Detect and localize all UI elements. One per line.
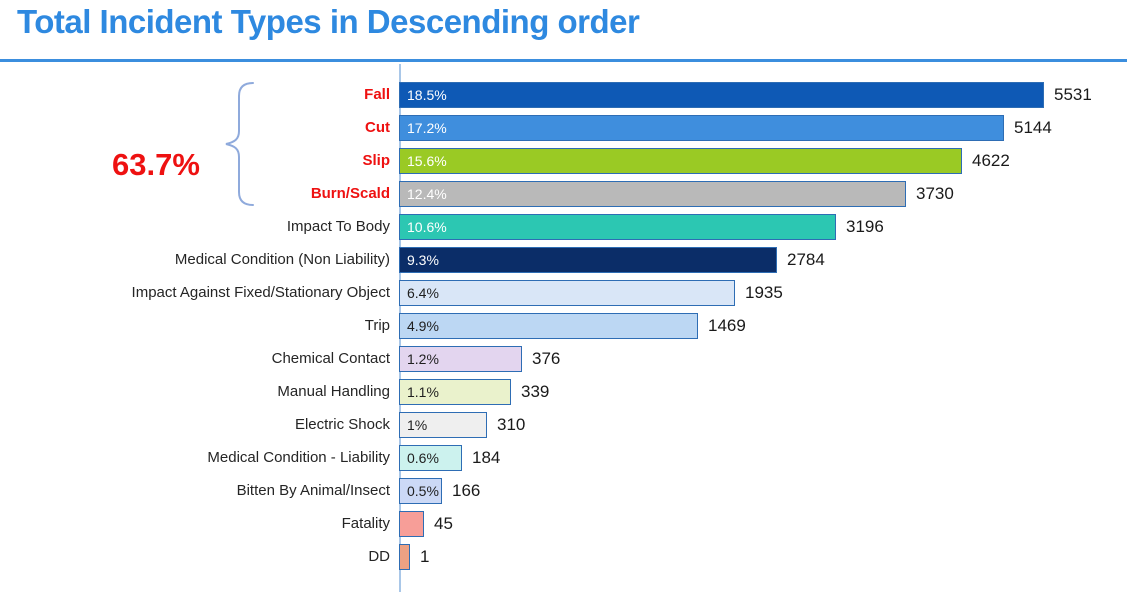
- category-label: Cut: [365, 119, 390, 136]
- chart-row: DD 1: [0, 544, 1127, 570]
- category-label: Impact Against Fixed/Stationary Object: [131, 284, 390, 301]
- bar-burn-scald[interactable]: 12.4%: [399, 181, 906, 207]
- pct-label: 12.4%: [407, 186, 447, 202]
- pct-label: 6.4%: [407, 285, 439, 301]
- value-label: 5144: [1014, 118, 1052, 137]
- chart-row: Medical Condition (Non Liability) 9.3% 278…: [0, 247, 1127, 273]
- value-label: 1469: [708, 316, 746, 335]
- bar-bitten-by-animal-insect[interactable]: 0.5%: [399, 478, 442, 504]
- category-label: Chemical Contact: [271, 350, 390, 367]
- category-label: Impact To Body: [286, 218, 390, 235]
- bar-fatality[interactable]: [399, 511, 424, 537]
- chart-row: Impact Against Fixed/Stationary Object 6.…: [0, 280, 1127, 306]
- category-label: Medical Condition - Liability: [207, 449, 390, 466]
- pct-label: 4.9%: [407, 318, 439, 334]
- chart-row: Impact To Body 10.6% 3196: [0, 214, 1127, 240]
- bar-electric-shock[interactable]: 1%: [399, 412, 487, 438]
- category-label: DD: [368, 548, 390, 565]
- bar-impact-to-body[interactable]: 10.6%: [399, 214, 836, 240]
- bar-fall[interactable]: 18.5%: [399, 82, 1044, 108]
- title-underline: [0, 59, 1127, 62]
- value-label: 5531: [1054, 85, 1092, 104]
- chart-row: Medical Condition - Liability 0.6% 184: [0, 445, 1127, 471]
- bar-dd[interactable]: [399, 544, 410, 570]
- value-label: 3730: [916, 184, 954, 203]
- category-label: Medical Condition (Non Liability): [174, 251, 390, 268]
- value-label: 3196: [846, 217, 884, 236]
- category-label: Electric Shock: [294, 416, 390, 433]
- top4-share-label: 63.7%: [112, 147, 200, 182]
- pct-label: 0.6%: [407, 450, 439, 466]
- pct-label: 9.3%: [407, 252, 439, 268]
- chart-row: Bitten By Animal/Insect 0.5% 166: [0, 478, 1127, 504]
- bar-slip[interactable]: 15.6%: [399, 148, 962, 174]
- value-label: 339: [521, 382, 550, 401]
- chart-row: Fall 18.5% 5531: [0, 82, 1127, 108]
- value-label: 1: [420, 547, 430, 566]
- chart-row: Manual Handling 1.1% 339: [0, 379, 1127, 405]
- chart-title: Total Incident Types in Descending order: [17, 3, 640, 40]
- value-label: 4622: [972, 151, 1010, 170]
- category-label: Burn/Scald: [310, 185, 390, 202]
- pct-label: 15.6%: [407, 153, 447, 169]
- category-label: Fall: [364, 86, 390, 103]
- value-label: 376: [532, 349, 561, 368]
- category-label: Trip: [364, 317, 390, 334]
- chart-row: Slip 15.6% 4622: [0, 148, 1127, 174]
- chart-row: Chemical Contact 1.2% 376: [0, 346, 1127, 372]
- bar-medical-condition-non-liability-[interactable]: 9.3%: [399, 247, 777, 273]
- bar-manual-handling[interactable]: 1.1%: [399, 379, 511, 405]
- value-label: 2784: [787, 250, 825, 269]
- bar-chemical-contact[interactable]: 1.2%: [399, 346, 522, 372]
- bar-medical-condition-liability[interactable]: 0.6%: [399, 445, 462, 471]
- chart-row: Electric Shock 1% 310: [0, 412, 1127, 438]
- category-label: Fatality: [341, 515, 390, 532]
- category-label: Slip: [362, 152, 390, 169]
- pct-label: 1.2%: [407, 351, 439, 367]
- category-label: Manual Handling: [277, 383, 390, 400]
- value-label: 1935: [745, 283, 783, 302]
- pct-label: 1%: [407, 417, 428, 433]
- pct-label: 1.1%: [407, 384, 439, 400]
- bar-impact-against-fixed-stationary-object[interactable]: 6.4%: [399, 280, 735, 306]
- bar-cut[interactable]: 17.2%: [399, 115, 1004, 141]
- chart-row: Cut 17.2% 5144: [0, 115, 1127, 141]
- value-label: 45: [434, 514, 453, 533]
- chart-row: Fatality 45: [0, 511, 1127, 537]
- pct-label: 17.2%: [407, 120, 447, 136]
- value-label: 184: [472, 448, 501, 467]
- value-label: 310: [497, 415, 526, 434]
- chart-row: Trip 4.9% 1469: [0, 313, 1127, 339]
- value-label: 166: [452, 481, 481, 500]
- bar-trip[interactable]: 4.9%: [399, 313, 698, 339]
- pct-label: 0.5%: [407, 483, 439, 499]
- category-label: Bitten By Animal/Insect: [236, 482, 390, 499]
- brace-icon: [225, 82, 254, 206]
- chart-row: Burn/Scald 12.4% 3730: [0, 181, 1127, 207]
- pct-label: 18.5%: [407, 87, 447, 103]
- pct-label: 10.6%: [407, 219, 447, 235]
